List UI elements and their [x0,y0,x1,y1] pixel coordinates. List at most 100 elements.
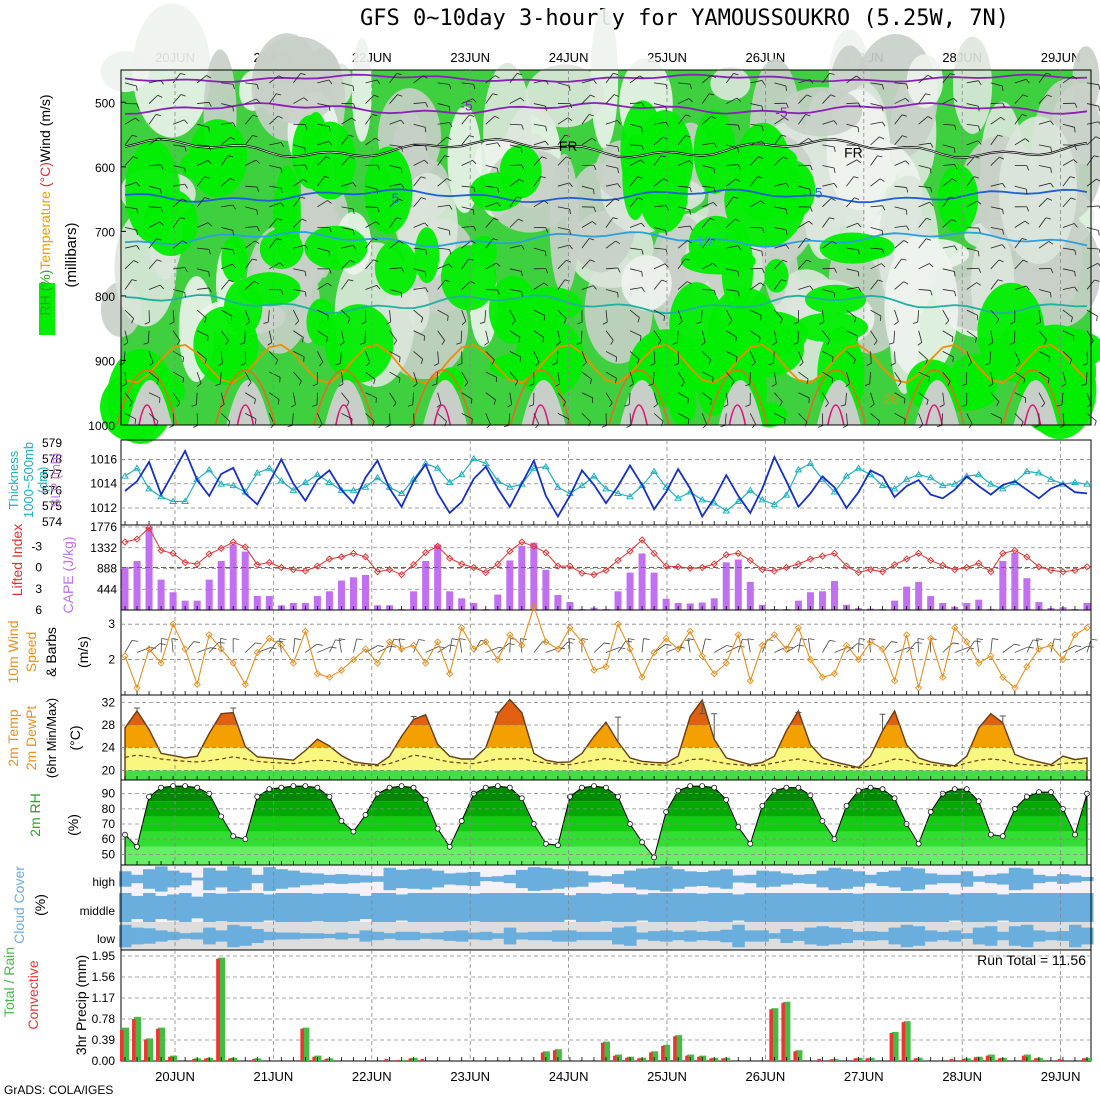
wind-barb [509,309,516,321]
wind-barb-flag [978,227,981,233]
precip-conv-bar [637,1058,641,1061]
precip-conv-bar [156,1028,160,1061]
wind-barb-flag [1061,383,1067,387]
wind-barb-flag [881,106,884,112]
wind-barb [581,221,593,228]
wind10m-marker [638,673,646,681]
wind-barb [221,263,233,270]
wind-barb [966,80,979,84]
cloud-cell [612,893,625,922]
thickness-marker [397,489,406,497]
wind-barb [726,97,738,104]
wind-barb [966,247,979,252]
wind-barb [702,201,714,208]
wind-barb-flag [1070,317,1073,323]
lifted-marker [626,547,634,555]
thickness-marker [974,470,983,478]
precip-total-bar [542,1051,550,1061]
wind-barb-flag [348,134,354,137]
precip-total-bar [158,1027,166,1061]
wind-barb-flag [751,362,756,367]
wind-barb-flag [131,318,134,324]
wind-barb [846,75,857,84]
date-label-bottom: 20JUN [155,1069,195,1084]
wind-barb [485,371,497,378]
wind-barb [1061,392,1064,405]
wind-barb-flag [143,342,149,345]
wind-barb-flag [160,189,162,195]
wind-barb [894,240,905,249]
wind-barb [894,160,906,166]
wind-barb [990,244,1003,249]
wind10m-marker [373,659,382,667]
wind-barb-flag [785,244,790,250]
precip-conv-bar [228,1058,232,1061]
wind-barb [1014,413,1024,423]
wind-barb-flag [230,136,236,141]
wind-barb-flag [373,259,379,262]
wind-barb-flag [473,187,476,193]
wind-barb [221,247,234,251]
rh-marker [711,784,718,791]
cloud-cell [696,893,709,922]
wind10m-marker [301,627,310,635]
wind-barb [726,164,739,166]
wind10m-marker [349,655,358,664]
cloud-cell [599,876,613,882]
precip-conv-bar [829,1059,833,1061]
cloud-cell [684,930,697,942]
wind10m-marker [157,659,165,667]
wind-barb-flag [424,271,427,277]
cape-bar [193,600,201,610]
wind-barb [725,73,734,84]
isotherm-hot-core [827,404,845,426]
wind-barb [966,309,978,316]
wind-barb [942,178,953,187]
rh-marker [314,784,321,791]
wind-barb [413,371,418,384]
y-tick-cape: 888 [97,562,117,576]
wind-barb-flag [988,383,994,387]
cloud-cell [239,893,252,922]
wind-barb-flag [1074,249,1077,256]
y-tick-lifted: 3 [35,582,42,596]
wind-barb [196,197,206,208]
rh-marker [434,825,441,832]
cloud-cell [563,870,577,888]
wind-barb-flag [135,117,140,122]
wind-barb [268,330,273,343]
cloud-cell [587,893,601,922]
wind-barb [1038,94,1048,104]
cloud-cell [563,895,577,920]
wind-barb [557,330,561,343]
lifted-marker [674,563,682,571]
precip-conv-bar [625,1057,629,1061]
contour-label: FR [844,145,863,161]
y-tick-temp: 20 [102,763,116,777]
wind-barb-flag [545,126,548,132]
cloud-label-a: Cloud Cover [11,866,27,944]
precip-conv-bar [793,1051,797,1061]
wind-barb-flag [119,362,125,366]
cloud-cell [335,932,348,940]
wind-barb [485,93,493,104]
x-ticks [124,776,1088,780]
wind-barb-flag [129,401,133,407]
wind-barb [678,225,691,228]
lifted-marker [662,562,670,570]
cloud-level-label: middle [80,904,116,918]
wind-barb [869,372,871,385]
cloud-cell [419,933,433,939]
wind-barb [894,309,899,322]
cloud-cell [612,927,625,945]
wind-barb [677,135,687,146]
wind-barb-flag [736,97,741,102]
wind10m-barb [509,638,511,653]
cape-bar [229,544,237,610]
wind-barb-flag [232,230,234,236]
wind-barb [485,330,489,343]
date-label-bottom: 25JUN [647,1069,687,1084]
wind-barb [148,371,159,380]
wind-barb-flag [761,268,765,274]
wind-barb [533,156,543,166]
